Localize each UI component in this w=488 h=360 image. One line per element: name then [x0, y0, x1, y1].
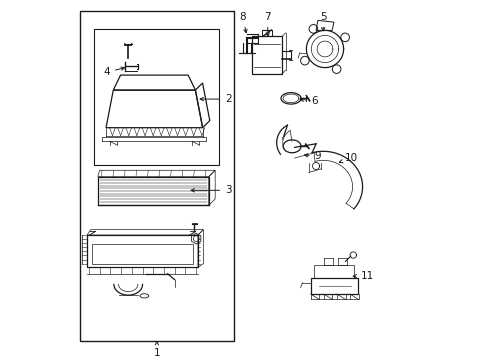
Text: 5: 5 [319, 12, 326, 31]
Text: 10: 10 [339, 153, 358, 163]
Text: 11: 11 [352, 271, 374, 281]
Text: 9: 9 [304, 151, 321, 161]
Text: 4: 4 [103, 67, 124, 77]
Text: 6: 6 [300, 96, 317, 106]
Text: 7: 7 [264, 12, 270, 36]
Text: 1: 1 [153, 342, 160, 358]
Bar [251, 36, 282, 74]
Bar [94, 29, 219, 165]
Bar [80, 12, 233, 341]
Text: 2: 2 [200, 94, 231, 104]
Text: 8: 8 [239, 12, 246, 33]
Text: 3: 3 [191, 185, 231, 195]
